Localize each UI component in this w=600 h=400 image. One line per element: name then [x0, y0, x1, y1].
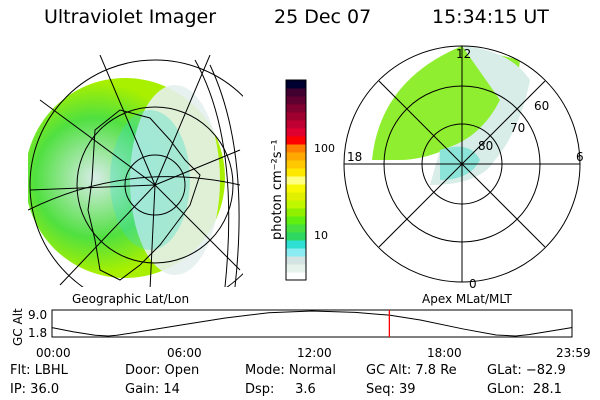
colorbar-label: photon cm⁻²s⁻¹: [270, 139, 285, 240]
gain-status: Gain: 14: [125, 382, 180, 397]
colorbar-swatch: [286, 264, 306, 273]
xtick-0: 00:00: [36, 346, 71, 360]
colorbar-tick-10: 10: [314, 229, 328, 242]
xtick-3: 18:00: [427, 346, 462, 360]
mlat-70: 70: [510, 121, 525, 135]
date-label: 25 Dec 07: [274, 6, 372, 28]
mlt-0: 0: [469, 277, 477, 291]
colorbar-swatch: [286, 184, 306, 193]
colorbar-swatch: [286, 112, 306, 121]
y-axis-label: GC Alt: [11, 308, 25, 346]
colorbar-tick-100: 100: [314, 142, 335, 155]
geographic-map: [28, 55, 243, 287]
altitude-plot: GC Alt 9.0 1.8 00:00 06:00 12:00 18:00 2…: [11, 308, 591, 360]
colorbar-swatch: [286, 96, 306, 105]
colorbar-frame: [285, 79, 307, 281]
colorbar-swatch: [286, 240, 306, 249]
colorbar-swatch: [286, 120, 306, 129]
xtick-1: 06:00: [167, 346, 202, 360]
right-map-label: Apex MLat/MLT: [422, 292, 512, 306]
colorbar-swatch: [286, 232, 306, 241]
colorbar-swatch: [286, 144, 306, 153]
seq-status: Seq: 39: [366, 382, 416, 397]
glon-status: GLon: 28.1: [487, 382, 562, 397]
dsp-status: Dsp: 3.6: [245, 382, 316, 397]
altitude-line: [51, 310, 572, 337]
ytick-max: 9.0: [28, 308, 47, 322]
colorbar-swatch: [286, 208, 306, 217]
mlat-80: 80: [478, 139, 493, 153]
colorbar-swatch: [286, 176, 306, 185]
colorbar-swatch: [286, 160, 306, 169]
colorbar-swatch: [286, 168, 306, 177]
colorbar-swatch: [286, 200, 306, 209]
mlt-6: 6: [576, 150, 584, 164]
ip-status: IP: 36.0: [10, 382, 60, 397]
door-status: Door: Open: [125, 363, 200, 378]
colorbar: [285, 79, 307, 281]
mlt-18: 18: [347, 150, 362, 164]
mode-status: Mode: Normal: [245, 363, 336, 378]
antarctica-coastline: [87, 109, 201, 281]
xtick-4: 23:59: [556, 346, 591, 360]
colorbar-swatch: [286, 80, 306, 89]
colorbar-swatch: [286, 216, 306, 225]
xtick-2: 12:00: [297, 346, 332, 360]
colorbar-swatch: [286, 248, 306, 257]
colorbar-swatch: [286, 256, 306, 265]
colorbar-swatch: [286, 272, 306, 281]
instrument-title: Ultraviolet Imager: [44, 6, 217, 28]
mlt-12: 12: [456, 47, 471, 61]
time-label: 15:34:15 UT: [432, 6, 549, 28]
gc-alt-status: GC Alt: 7.8 Re: [366, 363, 457, 378]
colorbar-swatch: [286, 136, 306, 145]
magnetic-polar-map: 12 18 6 0 60 70 80: [343, 45, 584, 291]
colorbar-swatch: [286, 152, 306, 161]
glat-status: GLat: −82.9: [487, 363, 566, 378]
colorbar-swatch: [286, 192, 306, 201]
colorbar-swatch: [286, 104, 306, 113]
colorbar-swatch: [286, 224, 306, 233]
ytick-min: 1.8: [28, 326, 47, 340]
mlat-60: 60: [534, 99, 549, 113]
colorbar-swatch: [286, 128, 306, 137]
colorbar-swatch: [286, 88, 306, 97]
filter-status: Flt: LBHL: [10, 363, 68, 378]
left-map-label: Geographic Lat/Lon: [72, 292, 189, 306]
